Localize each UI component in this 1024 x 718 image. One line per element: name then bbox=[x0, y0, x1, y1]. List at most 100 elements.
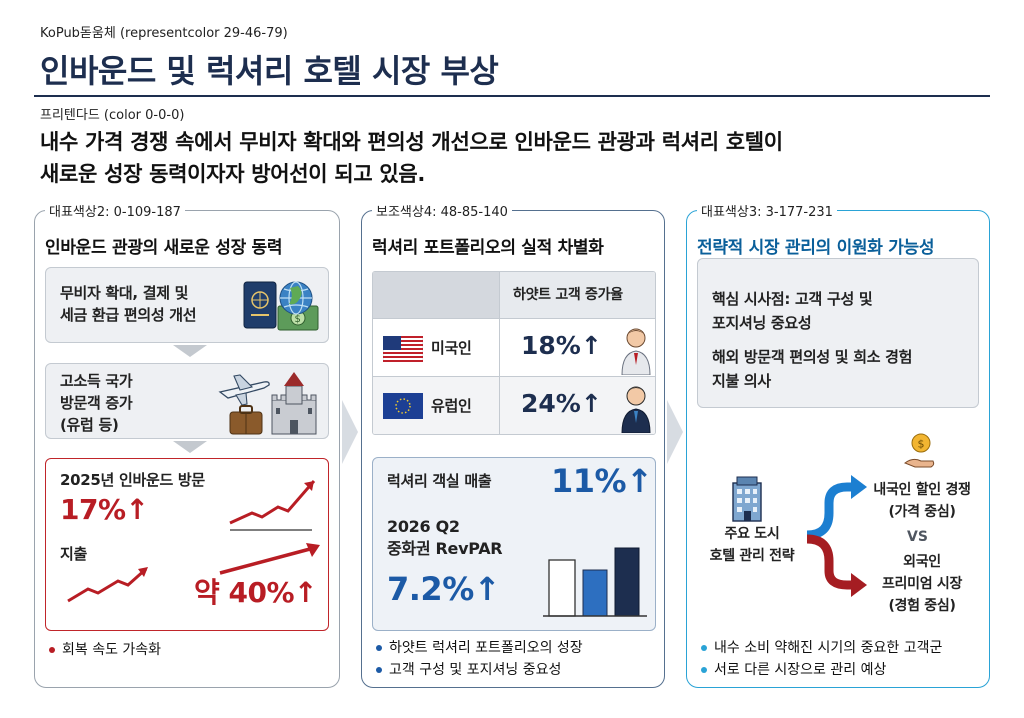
coin-hand-icon: $ bbox=[903, 433, 935, 468]
revpar-row: 7.2%↑ bbox=[387, 570, 501, 608]
panel-title: 전략적 시장 관리의 이원화 가능성 bbox=[697, 238, 935, 258]
castle-icon bbox=[271, 372, 317, 435]
building-icon bbox=[732, 476, 762, 522]
table-header-label: 하얏트 고객 증가율 bbox=[513, 287, 623, 303]
panel-caption: 대표색상3: 3-177-231 bbox=[697, 201, 837, 220]
bottom-branch-label: 외국인 프리미엄 시장 (경험 중심) bbox=[863, 551, 981, 617]
top-branch-line-2: (가격 중심) bbox=[888, 504, 956, 520]
airplane-icon bbox=[218, 374, 270, 406]
high-income-line-2: 방문객 증가 bbox=[60, 394, 133, 412]
panel-caption: 보조색상4: 48-85-140 bbox=[372, 201, 512, 220]
implications-line-2: 포지셔닝 중요성 bbox=[712, 314, 812, 332]
passport-money-icon: $ bbox=[243, 281, 319, 331]
panel1-bullets: 회복 속도 가속화 bbox=[49, 639, 161, 661]
bottom-branch-line-3: (경험 중심) bbox=[888, 598, 956, 614]
revpar-value: 7.2% bbox=[387, 570, 474, 608]
revpar-label-line-2: 중화권 RevPAR bbox=[387, 539, 503, 558]
chevron-right-icon bbox=[667, 400, 683, 464]
stat2-label: 지출 bbox=[60, 545, 88, 563]
revpar-label-line-1: 2026 Q2 bbox=[387, 517, 460, 536]
long-trend-arrow-icon bbox=[219, 543, 320, 575]
title-divider bbox=[34, 95, 990, 97]
bottom-branch-line-2: 프리미엄 시장 bbox=[881, 576, 963, 592]
eu-flag-icon bbox=[383, 393, 423, 419]
implications-line-4: 지불 의사 bbox=[712, 372, 771, 390]
top-branch-label: 내국인 할인 경쟁 (가격 중심) bbox=[863, 479, 981, 523]
font-caption: KoPub돋움체 (representcolor 29-46-79) bbox=[40, 26, 288, 41]
visa-line-2: 세금 환급 편의성 개선 bbox=[60, 306, 197, 324]
down-arrow-icon bbox=[173, 345, 207, 357]
page-title: 인바운드 및 럭셔리 호텔 시장 부상 bbox=[40, 52, 499, 90]
table-header-blank bbox=[373, 272, 499, 318]
person-icon bbox=[621, 328, 651, 375]
center-line-1: 주요 도시 bbox=[724, 526, 780, 542]
row-value-wrap: 18%↑ bbox=[521, 331, 602, 360]
row-label: 유럽인 bbox=[431, 397, 472, 415]
room-sales-value: 11% bbox=[551, 462, 627, 500]
panel3-bullets: 내수 소비 약해진 시기의 중요한 고객군 서로 다른 시장으로 관리 예상 bbox=[701, 637, 942, 681]
hyatt-growth-table: 하얏트 고객 증가율 미국인 18%↑ bbox=[372, 271, 656, 435]
visa-box: 무비자 확대, 결제 및 세금 환급 편의성 개선 $ bbox=[45, 267, 329, 343]
row-value-wrap: 24%↑ bbox=[521, 389, 602, 418]
up-arrow-icon: ↑ bbox=[473, 570, 501, 608]
lead-line-2: 새로운 성장 동력이자자 방어선이 되고 있음. bbox=[40, 162, 426, 186]
high-income-line-1: 고소득 국가 bbox=[60, 372, 133, 390]
body-font-caption: 프리텐다드 (color 0-0-0) bbox=[40, 108, 185, 123]
panel-title: 럭셔리 포트폴리오의 실적 차별화 bbox=[372, 238, 604, 258]
top-branch-line-1: 내국인 할인 경쟁 bbox=[873, 482, 971, 498]
implications-line-3: 해외 방문객 편의성 및 희소 경험 bbox=[712, 348, 913, 366]
person-icon bbox=[621, 386, 651, 433]
row-value: 24% bbox=[521, 389, 581, 418]
svg-text:$: $ bbox=[295, 314, 301, 325]
implications-line-1: 핵심 시사점: 고객 구성 및 bbox=[712, 290, 873, 308]
vs-label: VS bbox=[907, 529, 928, 545]
implications-text: 핵심 시사점: 고객 구성 및 포지셔닝 중요성 해외 방문객 편의성 및 희소… bbox=[712, 287, 912, 393]
travel-icons bbox=[218, 372, 317, 435]
high-income-box: 고소득 국가 방문객 증가 (유럽 등) bbox=[45, 363, 329, 439]
panel-luxury: 보조색상4: 48-85-140 럭셔리 포트폴리오의 실적 차별화 하얏트 고… bbox=[361, 201, 665, 688]
globe-icon bbox=[279, 281, 313, 315]
visa-line-1: 무비자 확대, 결제 및 bbox=[60, 284, 189, 302]
up-arrow-icon: ↑ bbox=[125, 493, 149, 526]
stat2-value-row: 약 40%↑ bbox=[194, 571, 317, 611]
trend-up-icon bbox=[229, 480, 316, 531]
trend-up-icon bbox=[67, 567, 148, 603]
row-value: 18% bbox=[521, 331, 581, 360]
lead-paragraph: 내수 가격 경쟁 속에서 무비자 확대와 편의성 개선으로 인바운드 관광과 럭… bbox=[40, 126, 1000, 190]
bar-chart-icon bbox=[543, 547, 647, 617]
revpar-label: 2026 Q2 중화권 RevPAR bbox=[387, 516, 503, 560]
luxury-stats-box: 럭셔리 객실 매출 11%↑ 2026 Q2 중화권 RevPAR 7.2%↑ bbox=[372, 457, 656, 631]
stat1-value-row: 17%↑ bbox=[60, 493, 149, 526]
row-label: 미국인 bbox=[431, 339, 472, 357]
up-arrow-icon: ↑ bbox=[580, 389, 602, 418]
implications-box: 핵심 시사점: 고객 구성 및 포지셔닝 중요성 해외 방문객 편의성 및 희소… bbox=[697, 258, 979, 408]
panel-inbound: 대표색상2: 0-109-187 인바운드 관광의 새로운 성장 동력 무비자 … bbox=[34, 201, 340, 688]
split-arrow-icon bbox=[806, 475, 867, 597]
bullet-item: 하얏트 럭셔리 포트폴리오의 성장 bbox=[376, 637, 583, 659]
panel2-bullets: 하얏트 럭셔리 포트폴리오의 성장 고객 구성 및 포지셔닝 중요성 bbox=[376, 637, 583, 681]
passport-icon bbox=[243, 281, 277, 329]
down-arrow-icon bbox=[173, 441, 207, 453]
visa-box-text: 무비자 확대, 결제 및 세금 환급 편의성 개선 bbox=[60, 282, 197, 326]
room-sales-row: 11%↑ bbox=[551, 462, 653, 500]
table-header: 하얏트 고객 증가율 bbox=[373, 272, 655, 318]
high-income-text: 고소득 국가 방문객 증가 (유럽 등) bbox=[60, 370, 133, 436]
bottom-branch-line-1: 외국인 bbox=[903, 554, 941, 570]
suitcase-icon bbox=[229, 405, 263, 435]
bullet-item: 서로 다른 시장으로 관리 예상 bbox=[701, 659, 942, 681]
bullet-item: 내수 소비 약해진 시기의 중요한 고객군 bbox=[701, 637, 942, 659]
svg-text:$: $ bbox=[918, 438, 925, 451]
us-flag-icon bbox=[383, 336, 423, 362]
table-row: 유럽인 24%↑ bbox=[373, 376, 655, 434]
inbound-stats-box: 2025년 인바운드 방문 17%↑ 지출 약 40%↑ bbox=[45, 458, 329, 631]
lead-line-1: 내수 가격 경쟁 속에서 무비자 확대와 편의성 개선으로 인바운드 관광과 럭… bbox=[40, 130, 783, 154]
center-line-2: 호텔 관리 전략 bbox=[709, 548, 795, 564]
center-label: 주요 도시 호텔 관리 전략 bbox=[697, 523, 807, 567]
table-row: 미국인 18%↑ bbox=[373, 318, 655, 376]
up-arrow-icon: ↑ bbox=[626, 462, 653, 500]
room-sales-label: 럭셔리 객실 매출 bbox=[387, 472, 492, 490]
stat1-label: 2025년 인바운드 방문 bbox=[60, 471, 205, 489]
up-arrow-icon: ↑ bbox=[294, 576, 317, 609]
high-income-line-3: (유럽 등) bbox=[60, 416, 119, 434]
bullet-item: 고객 구성 및 포지셔닝 중요성 bbox=[376, 659, 583, 681]
